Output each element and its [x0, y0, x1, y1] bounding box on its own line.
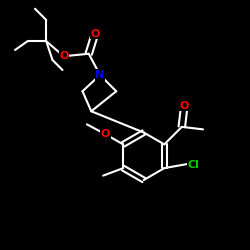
Text: O: O	[101, 130, 110, 140]
Text: O: O	[180, 100, 189, 110]
Text: N: N	[96, 70, 104, 80]
Text: Cl: Cl	[188, 160, 200, 170]
Text: O: O	[59, 51, 69, 61]
Text: O: O	[90, 29, 100, 39]
